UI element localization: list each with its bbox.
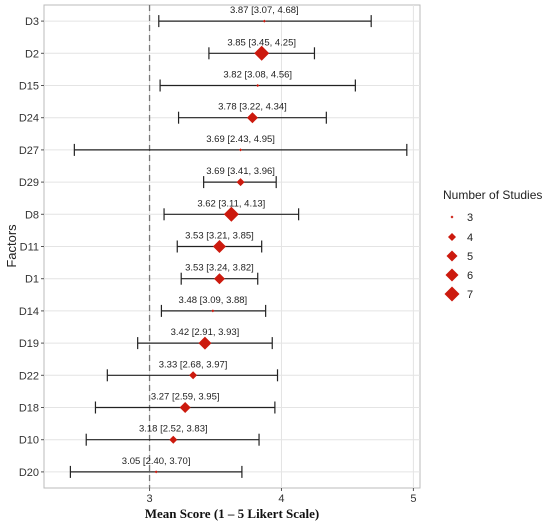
marker-d1 — [213, 273, 225, 285]
row-d20: 3.05 [2.40, 3.70] — [69, 456, 243, 478]
data-label-d19: 3.42 [2.91, 3.93] — [171, 327, 240, 338]
y-tick-label-d24: D24 — [19, 113, 39, 125]
interval-series: 3.87 [3.07, 4.68] 3.85 [3.45, 4.25] 3.82 [… — [69, 5, 408, 478]
y-tick-label-d14: D14 — [19, 306, 39, 318]
data-label-d18: 3.27 [2.59, 3.95] — [151, 392, 220, 403]
row-d27: 3.69 [2.43, 4.95] — [73, 134, 408, 156]
row-d19: 3.42 [2.91, 3.93] — [137, 327, 273, 350]
legend-key-5 — [446, 250, 458, 262]
y-tick-label-d11: D11 — [20, 242, 39, 254]
row-d29: 3.69 [3.41, 3.96] — [203, 166, 277, 189]
x-tick-label-5: 5 — [410, 493, 416, 505]
marker-d3 — [262, 19, 266, 23]
legend-key-6 — [445, 268, 459, 282]
y-tick-label-d10: D10 — [19, 435, 39, 447]
marker-d22 — [189, 371, 198, 380]
row-d11: 3.53 [3.21, 3.85] — [176, 231, 263, 253]
data-label-d27: 3.69 [2.43, 4.95] — [206, 134, 275, 145]
row-d18: 3.27 [2.59, 3.95] — [94, 392, 276, 414]
legend: Number of Studies 3 4 5 6 7 — [443, 188, 542, 302]
legend-label-5: 5 — [467, 251, 473, 263]
data-label-d1: 3.53 [3.24, 3.82] — [185, 263, 254, 274]
marker-d29 — [236, 178, 245, 187]
data-label-d15: 3.82 [3.08, 4.56] — [223, 70, 292, 81]
data-label-d14: 3.48 [3.09, 3.88] — [179, 295, 248, 306]
data-label-d8: 3.62 [3.11, 4.13] — [197, 198, 265, 209]
y-tick-label-d29: D29 — [19, 177, 39, 189]
legend-key-3 — [450, 215, 454, 219]
marker-d27 — [239, 148, 243, 152]
legend-title: Number of Studies — [443, 188, 542, 202]
marker-d11 — [212, 240, 226, 253]
y-axis-title: Factors — [4, 224, 19, 268]
marker-d19 — [198, 336, 212, 350]
y-tick-label-d20: D20 — [19, 467, 39, 479]
data-label-d24: 3.78 [3.22, 4.34] — [218, 102, 287, 113]
marker-d2 — [254, 45, 270, 61]
marker-d14 — [211, 309, 215, 313]
y-tick-label-d18: D18 — [19, 403, 39, 415]
x-tick-label-3: 3 — [146, 493, 152, 505]
legend-key-7 — [444, 286, 460, 302]
y-tick-label-d8: D8 — [25, 209, 39, 221]
y-tick-label-d19: D19 — [19, 338, 39, 350]
data-label-d3: 3.87 [3.07, 4.68] — [230, 5, 299, 16]
x-axis-title: Mean Score (1 – 5 Likert Scale) — [145, 506, 320, 521]
row-d2: 3.85 [3.45, 4.25] — [208, 37, 316, 61]
row-d15: 3.82 [3.08, 4.56] — [159, 70, 356, 92]
x-tick-label-4: 4 — [278, 493, 284, 505]
row-d24: 3.78 [3.22, 4.34] — [177, 102, 327, 124]
marker-d20 — [154, 470, 158, 474]
data-label-d29: 3.69 [3.41, 3.96] — [206, 166, 275, 177]
legend-label-7: 7 — [467, 289, 473, 301]
legend-key-4 — [448, 233, 456, 241]
legend-label-6: 6 — [467, 270, 473, 282]
marker-d10 — [169, 435, 178, 444]
y-tick-label-d2: D2 — [25, 48, 39, 60]
data-label-d10: 3.18 [2.52, 3.83] — [139, 424, 208, 435]
marker-d15 — [256, 84, 260, 87]
legend-label-3: 3 — [467, 212, 473, 224]
row-d3: 3.87 [3.07, 4.68] — [158, 5, 372, 28]
marker-d18 — [179, 402, 191, 413]
y-tick-label-d22: D22 — [19, 370, 39, 382]
data-label-d20: 3.05 [2.40, 3.70] — [122, 456, 191, 467]
data-label-d2: 3.85 [3.45, 4.25] — [227, 37, 296, 48]
y-tick-label-d3: D3 — [25, 16, 39, 28]
y-tick-label-d1: D1 — [25, 274, 39, 286]
row-d22: 3.33 [2.68, 3.97] — [106, 359, 279, 382]
data-label-d22: 3.33 [2.68, 3.97] — [159, 359, 228, 370]
y-tick-label-d27: D27 — [19, 145, 39, 157]
row-d1: 3.53 [3.24, 3.82] — [180, 263, 259, 285]
row-d10: 3.18 [2.52, 3.83] — [85, 424, 260, 446]
x-axis: 3 4 5 — [146, 488, 416, 505]
y-tick-label-d15: D15 — [19, 81, 39, 93]
marker-d24 — [246, 112, 258, 124]
marker-d8 — [223, 206, 239, 222]
legend-label-4: 4 — [467, 232, 473, 244]
data-label-d11: 3.53 [3.21, 3.85] — [185, 231, 254, 242]
row-d8: 3.62 [3.11, 4.13] — [163, 198, 300, 222]
y-axis: D3 D2 D15 D24 D27 D29 D8 D11 D1 D14 D19 D22 D18 D10 D2… — [19, 16, 44, 479]
row-d14: 3.48 [3.09, 3.88] — [160, 295, 267, 317]
